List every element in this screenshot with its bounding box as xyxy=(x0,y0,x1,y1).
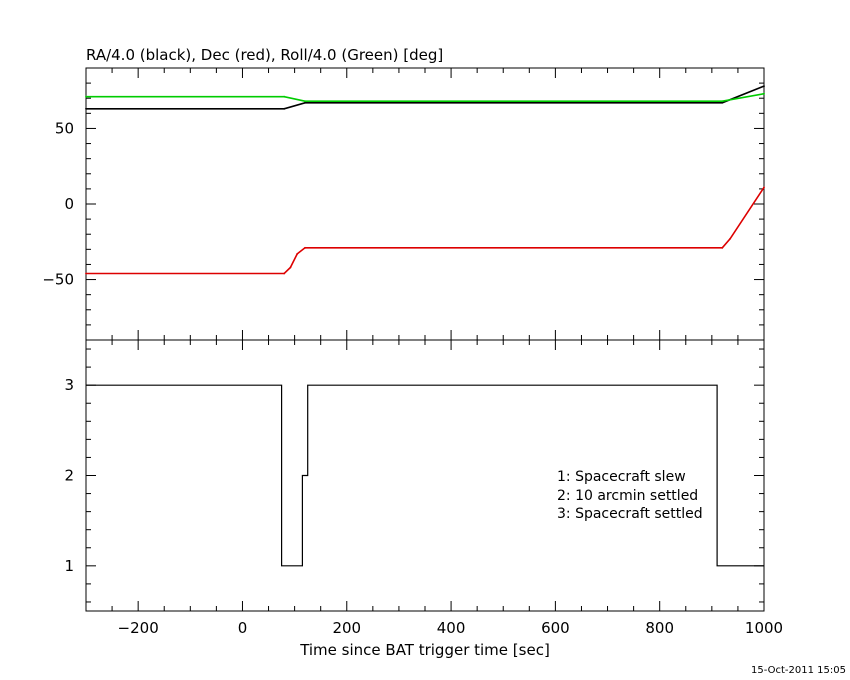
y-tick-label: 3 xyxy=(64,376,74,394)
x-axis-label: Time since BAT trigger time [sec] xyxy=(299,641,550,659)
y-tick-label: 0 xyxy=(64,195,74,213)
series-point-roll xyxy=(85,95,87,98)
series-point-dec xyxy=(721,246,724,249)
series-point-ra xyxy=(721,101,724,104)
series-point-dec xyxy=(283,272,286,275)
x-tick-label: 600 xyxy=(541,619,570,637)
series-point-ra xyxy=(763,85,765,88)
x-tick-label: −200 xyxy=(118,619,159,637)
top-panel: −50 0 50 xyxy=(42,67,765,341)
series-point-roll xyxy=(763,92,765,95)
bottom-panel: 1 2 3 −200 0 200 400 600 800 1000 xyxy=(64,339,783,637)
series-point-ra xyxy=(85,107,87,110)
series-point-roll xyxy=(283,95,286,98)
series-point-ra xyxy=(283,107,286,110)
y-tick-label: 2 xyxy=(64,467,74,485)
x-tick-label: 200 xyxy=(332,619,361,637)
series-point-dec xyxy=(289,266,292,269)
y-tick-label: −50 xyxy=(42,271,74,289)
series-point-dec xyxy=(304,246,306,249)
legend-line-1: 1: Spacecraft slew xyxy=(557,469,686,485)
legend-line-3: 3: Spacecraft settled xyxy=(557,506,703,522)
legend-line-2: 2: 10 arcmin settled xyxy=(557,488,698,504)
series-point-dec xyxy=(296,252,299,255)
timestamp: 15-Oct-2011 15:05 xyxy=(751,665,846,676)
x-tick-label: 0 xyxy=(238,619,248,637)
series-line-dec xyxy=(86,186,765,275)
x-tick-label: 800 xyxy=(645,619,674,637)
series-point-roll xyxy=(304,100,306,103)
series-point-ra xyxy=(304,101,306,104)
x-tick-label: 400 xyxy=(437,619,466,637)
top-panel-title: RA/4.0 (black), Dec (red), Roll/4.0 (Gre… xyxy=(86,46,443,64)
series-point-dec xyxy=(85,272,87,275)
series-point-dec xyxy=(763,186,765,189)
x-tick-label: 1000 xyxy=(745,619,783,637)
legend: 1: Spacecraft slew 2: 10 arcmin settled … xyxy=(557,469,703,522)
y-tick-label: 50 xyxy=(55,119,74,137)
series-point-dec xyxy=(729,237,731,240)
series-line-roll xyxy=(86,92,765,102)
y-tick-label: 1 xyxy=(64,557,74,575)
series-point-roll xyxy=(721,100,724,103)
series-line-status xyxy=(86,384,764,567)
